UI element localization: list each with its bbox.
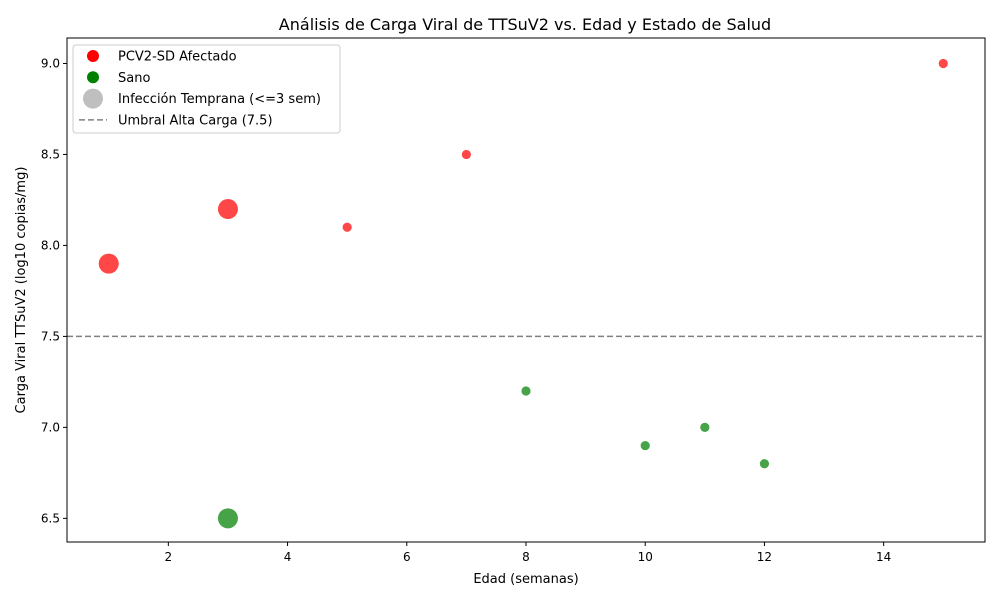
- legend-label: Infección Temprana (<=3 sem): [118, 92, 321, 107]
- legend-box: [72, 44, 341, 134]
- data-point-healthy-1: [521, 386, 531, 396]
- y-tick-label: 7.0: [41, 420, 60, 434]
- data-point-affected-1: [217, 199, 238, 220]
- chart-title: Análisis de Carga Viral de TTSuV2 vs. Ed…: [279, 15, 771, 34]
- legend-label: Umbral Alta Carga (7.5): [118, 113, 273, 128]
- legend-marker-large-dot: [83, 88, 103, 109]
- legend-item: Infección Temprana (<=3 sem): [83, 88, 321, 109]
- legend-item: PCV2-SD Afectado: [87, 50, 237, 65]
- legend-item: Umbral Alta Carga (7.5): [79, 113, 273, 128]
- data-point-healthy-2: [640, 440, 650, 451]
- legend-label: Sano: [118, 71, 150, 86]
- legend: PCV2-SD Afectado Sano Infección Temprana (…: [72, 44, 341, 134]
- legend-label: PCV2-SD Afectado: [118, 50, 237, 65]
- data-point-healthy-0: [217, 508, 238, 529]
- x-tick-label: 4: [284, 550, 292, 564]
- y-tick-label: 9.0: [41, 56, 60, 70]
- x-tick-label: 8: [522, 550, 530, 564]
- y-tick-label: 8.5: [41, 147, 60, 161]
- data-point-affected-3: [461, 149, 471, 160]
- data-point-affected-2: [342, 222, 352, 232]
- y-axis-ticks: 6.5 7.0 7.5 8.0 8.5 9.0: [41, 56, 67, 525]
- data-point-affected-4: [938, 58, 948, 69]
- y-tick-label: 6.5: [41, 511, 60, 525]
- data-point-affected-0: [98, 253, 119, 274]
- legend-item: Sano: [87, 71, 150, 86]
- x-tick-label: 10: [638, 550, 653, 564]
- plot-area: [67, 58, 985, 529]
- x-tick-label: 14: [876, 550, 891, 564]
- x-tick-label: 12: [757, 550, 772, 564]
- x-axis-ticks: 2 4 6 8 10 12 14: [165, 542, 891, 564]
- data-point-healthy-3: [700, 422, 710, 432]
- x-tick-label: 6: [403, 550, 411, 564]
- y-tick-label: 7.5: [41, 329, 60, 343]
- x-tick-label: 2: [165, 550, 173, 564]
- legend-marker-dot: [87, 71, 99, 84]
- x-axis-label: Edad (semanas): [473, 572, 578, 587]
- data-point-healthy-4: [759, 459, 770, 469]
- legend-marker-dot: [87, 50, 99, 62]
- y-axis-label: Carga Viral TTSuV2 (log10 copias/mg): [14, 167, 29, 414]
- y-tick-label: 8.0: [41, 238, 60, 252]
